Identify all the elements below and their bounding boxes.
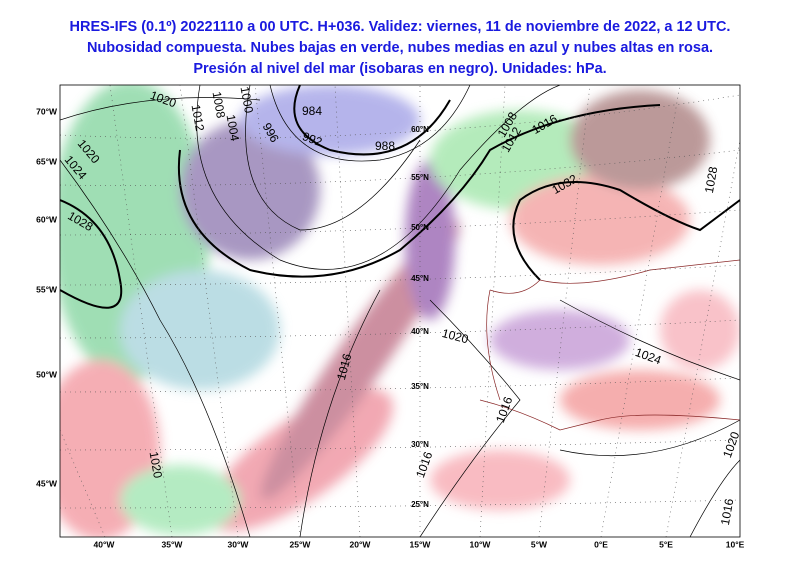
header: HRES-IFS (0.1º) 20221110 a 00 UTC. H+036… <box>70 19 731 77</box>
longitude-label: 65°W <box>36 156 58 166</box>
longitude-label: 35°W <box>162 539 184 549</box>
longitude-label: 20°W <box>350 539 372 549</box>
isobar-label: 1012 <box>189 103 207 132</box>
latitude-label: 50°N <box>411 223 429 232</box>
isobar-label: 1020 <box>147 450 165 479</box>
map-frame <box>59 84 741 538</box>
isobar-label: 988 <box>375 139 395 153</box>
isobar-label: 984 <box>302 104 322 118</box>
latitude-label: 55°N <box>411 173 429 182</box>
longitude-label: 0°E <box>594 539 608 549</box>
axis-labels: 70°W 65°W 60°W 55°W 50°W 45°W 40°W 35°W 30°W 25°W… <box>36 106 744 549</box>
isobar-label: 1020 <box>441 326 471 347</box>
latitude-label: 45°N <box>411 274 429 283</box>
title-line: Nubosidad compuesta. Nubes bajas en verd… <box>87 40 713 56</box>
longitude-label: 25°W <box>290 539 312 549</box>
isobar-label: 1004 <box>224 113 242 142</box>
latitude-label: 40°N <box>411 327 429 336</box>
longitude-label: 50°W <box>36 369 58 379</box>
longitude-label: 10°W <box>470 539 492 549</box>
isobar-label: 992 <box>300 129 324 149</box>
isobar-label: 1016 <box>718 497 736 526</box>
latitude-labels: 60°N 55°N 50°N 45°N 40°N 35°N 30°N 25°N <box>411 125 429 509</box>
title-line: Presión al nivel del mar (isobaras en ne… <box>193 61 606 77</box>
longitude-label: 45°W <box>36 478 58 488</box>
latitude-label: 30°N <box>411 440 429 449</box>
isobar-label: 1016 <box>334 352 355 382</box>
latitude-label: 35°N <box>411 382 429 391</box>
longitude-label: 5°W <box>531 539 548 549</box>
longitude-label: 40°W <box>94 539 116 549</box>
latitude-label: 25°N <box>411 500 429 509</box>
longitude-label: 70°W <box>36 106 58 116</box>
longitude-label: 5°E <box>659 539 673 549</box>
isobar-label: 1000 <box>238 85 256 114</box>
longitude-label: 60°W <box>36 214 58 224</box>
isobar-label: 1008 <box>210 90 228 119</box>
title-line: HRES-IFS (0.1º) 20221110 a 00 UTC. H+036… <box>70 19 731 35</box>
isobar-label: 1028 <box>702 165 720 194</box>
longitude-label: 10°E <box>726 539 745 549</box>
longitude-label: 15°W <box>410 539 432 549</box>
latitude-label: 60°N <box>411 125 429 134</box>
longitude-label: 30°W <box>228 539 250 549</box>
longitude-label: 55°W <box>36 284 58 294</box>
